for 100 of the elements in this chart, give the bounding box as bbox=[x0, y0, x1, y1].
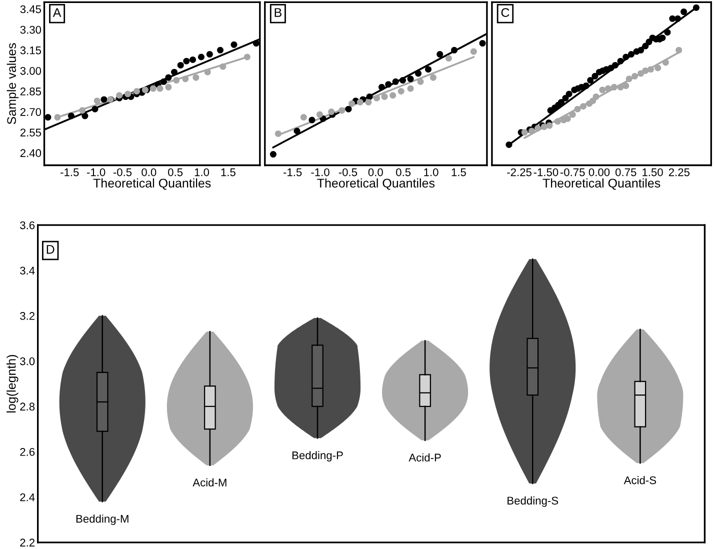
point bbox=[647, 66, 654, 73]
point bbox=[554, 118, 561, 125]
point bbox=[430, 74, 436, 81]
point bbox=[400, 77, 406, 84]
point bbox=[165, 84, 172, 90]
point bbox=[638, 70, 644, 77]
point bbox=[592, 93, 600, 100]
x-tick-label: -1.5 bbox=[284, 168, 302, 176]
point bbox=[204, 68, 211, 76]
point bbox=[94, 98, 100, 104]
x-tick-label: -1.50 bbox=[534, 168, 558, 176]
y-tick-label: 3.00 bbox=[20, 66, 42, 75]
point bbox=[664, 29, 671, 36]
point bbox=[217, 46, 224, 54]
point bbox=[165, 74, 172, 81]
y-tick-label: 3.0 bbox=[20, 357, 35, 366]
point bbox=[569, 111, 576, 118]
x-tick-label: -0.5 bbox=[113, 168, 132, 176]
point bbox=[626, 76, 632, 82]
x-tick-label: 0.5 bbox=[396, 168, 411, 176]
y-tick-label: 3.4 bbox=[20, 266, 35, 275]
x-axis-title: Theoretical Quantiles bbox=[317, 178, 435, 190]
point bbox=[622, 54, 630, 60]
x-tick-label: -0.5 bbox=[338, 168, 358, 176]
point bbox=[617, 84, 624, 90]
point bbox=[171, 68, 178, 76]
point bbox=[632, 72, 638, 80]
point bbox=[356, 98, 364, 106]
annotation: D bbox=[46, 245, 54, 254]
point bbox=[546, 122, 553, 129]
point bbox=[451, 46, 458, 54]
point bbox=[378, 84, 385, 90]
point bbox=[662, 59, 669, 66]
point bbox=[230, 41, 238, 48]
point bbox=[558, 98, 564, 106]
point bbox=[381, 93, 388, 100]
x-tick-label: 0.75 bbox=[616, 168, 636, 176]
x-tick-label: Bedding-P bbox=[292, 451, 343, 462]
point bbox=[192, 74, 200, 81]
y-tick-label: 3.6 bbox=[20, 221, 35, 230]
y-tick-label: 2.2 bbox=[20, 538, 35, 546]
y-tick-label: 2.85 bbox=[20, 88, 42, 96]
point bbox=[674, 15, 682, 22]
point bbox=[365, 98, 372, 106]
point bbox=[124, 90, 132, 98]
point bbox=[183, 58, 190, 64]
x-tick-label: -1.5 bbox=[60, 168, 79, 176]
point bbox=[206, 51, 213, 58]
point bbox=[415, 70, 422, 77]
x-tick-label: Acid-P bbox=[408, 453, 441, 462]
point bbox=[392, 78, 399, 85]
point bbox=[587, 77, 594, 84]
point bbox=[680, 8, 688, 16]
x-tick-label: 1.5 bbox=[221, 168, 236, 176]
point bbox=[68, 112, 74, 120]
x-tick-label: -1.0 bbox=[311, 168, 330, 176]
point bbox=[190, 56, 196, 63]
x-tick-label: 2.25 bbox=[668, 168, 690, 176]
point bbox=[316, 111, 323, 118]
x-tick-label: 1.0 bbox=[424, 168, 438, 176]
x-tick-label: Acid-S bbox=[624, 476, 656, 484]
point bbox=[654, 64, 662, 72]
y-tick-label: 3.15 bbox=[20, 46, 42, 54]
point bbox=[338, 107, 346, 114]
point bbox=[604, 85, 612, 92]
point bbox=[366, 93, 373, 100]
x-tick-label: Acid-M bbox=[192, 478, 226, 486]
x-tick-label: 0.5 bbox=[168, 168, 183, 176]
point bbox=[244, 54, 250, 60]
y-tick-label: 2.70 bbox=[20, 108, 42, 116]
x-tick-label: -0.75 bbox=[560, 168, 585, 176]
point bbox=[592, 72, 598, 80]
point bbox=[582, 82, 590, 90]
point bbox=[328, 108, 335, 116]
point bbox=[373, 94, 380, 102]
point bbox=[479, 40, 486, 47]
point bbox=[599, 86, 606, 94]
x-axis-title: Theoretical Quantiles bbox=[542, 178, 660, 190]
y-tick-label: 3.2 bbox=[20, 312, 35, 320]
annotation: A bbox=[52, 8, 62, 17]
y-tick-label: 3.45 bbox=[20, 5, 42, 14]
y-axis-title: log(legnth) bbox=[6, 354, 18, 412]
point bbox=[574, 106, 581, 112]
point bbox=[638, 46, 644, 54]
y-tick-label: 2.8 bbox=[20, 402, 35, 411]
point bbox=[610, 84, 618, 90]
point bbox=[398, 88, 404, 95]
point bbox=[580, 103, 587, 110]
point bbox=[100, 96, 108, 103]
x-axis-title: Theoretical Quantiles bbox=[93, 178, 211, 190]
x-tick-label: -1.0 bbox=[86, 168, 106, 176]
x-tick-label: 1.5 bbox=[452, 168, 466, 176]
point bbox=[252, 40, 260, 47]
point bbox=[300, 114, 307, 121]
point bbox=[445, 55, 452, 62]
point bbox=[659, 34, 666, 42]
point bbox=[470, 48, 477, 55]
point bbox=[692, 4, 700, 11]
point bbox=[622, 82, 630, 90]
x-tick-label: -2.25 bbox=[507, 168, 532, 176]
